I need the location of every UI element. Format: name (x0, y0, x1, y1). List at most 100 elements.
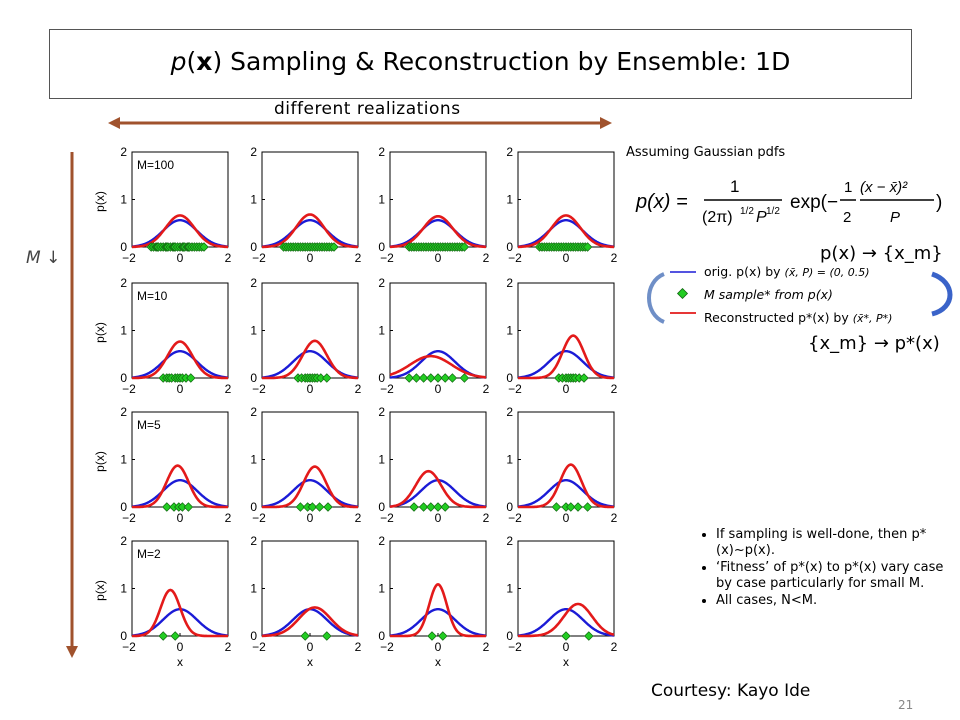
recon-curve (518, 602, 615, 638)
x-tick-label: 0 (563, 511, 570, 525)
m-label: M=100 (137, 158, 174, 172)
x-tick-label: 2 (355, 640, 362, 654)
x-tick-label: 2 (483, 511, 490, 525)
x-axis-label: x (307, 655, 313, 669)
sample-marker (300, 631, 310, 641)
x-tick-label: 0 (563, 251, 570, 265)
y-tick-label: 1 (120, 324, 127, 338)
bullet-2: ‘Fitness’ of p*(x) to p*(x) vary case by… (716, 560, 956, 592)
panel-r1-c2: 012−2 0 2 (378, 276, 489, 396)
panel-frame (389, 411, 487, 508)
svg-text:exp(−: exp(− (790, 192, 838, 213)
sample-marker (561, 631, 571, 641)
x-tick-label: −2 (508, 640, 522, 654)
sample-marker (302, 502, 313, 512)
courtesy-text: Courtesy: Kayo Ide (651, 681, 811, 701)
x-tick-label: 0 (307, 640, 314, 654)
recon-curve (262, 339, 358, 380)
bullet-1: If sampling is well-done, then p*(x)~p(x… (716, 527, 956, 559)
y-tick-label: 0 (506, 629, 513, 643)
x-tick-label: 0 (435, 511, 442, 525)
assume-text: Assuming Gaussian pdfs (626, 145, 786, 160)
svg-text:1: 1 (844, 179, 852, 196)
svg-text:): ) (936, 192, 942, 213)
panel-r3-c2: 012−2 0 2x (378, 534, 489, 669)
sample-marker (561, 502, 571, 512)
legend-lines (670, 271, 696, 314)
bullet-list: If sampling is well-done, then p*(x)~p(x… (702, 527, 956, 610)
sample-marker (418, 502, 429, 512)
x-tick-label: 0 (177, 251, 184, 265)
legend-recon-params: (x̄*, P*) (852, 312, 893, 325)
sample-marker (438, 631, 448, 641)
panel-r1-c0: 012−2 0 2M=10p(x) (93, 276, 232, 396)
orig-curve (389, 219, 487, 248)
recon-curve (132, 340, 228, 380)
y-tick-label: 2 (378, 405, 385, 419)
recon-curve (390, 469, 486, 509)
sample-marker (579, 373, 589, 383)
x-tick-label: −2 (508, 251, 522, 265)
panel-r1-c1: 012−2 0 2 (250, 276, 361, 396)
recon-curve (132, 214, 228, 249)
x-tick-label: 0 (435, 382, 442, 396)
sample-marker (433, 502, 443, 512)
sample-marker (582, 502, 593, 512)
sample-marker (183, 502, 194, 512)
panel-r2-c0: 012−2 0 2M=5p(x) (93, 405, 232, 525)
panel-r2-c1: 012−2 0 2 (250, 405, 361, 525)
x-tick-label: −2 (508, 511, 522, 525)
cycle-arrow-right (931, 271, 953, 317)
y-tick-label: 0 (506, 500, 513, 514)
x-tick-label: −2 (380, 382, 394, 396)
y-axis-label: p(x) (93, 580, 107, 601)
sample-marker (551, 502, 562, 512)
x-tick-label: 2 (483, 640, 490, 654)
sample-marker (418, 373, 429, 383)
y-tick-label: 1 (250, 582, 257, 596)
y-tick-label: 1 (506, 582, 513, 596)
y-tick-label: 2 (378, 534, 385, 548)
sample-marker (329, 242, 339, 252)
orig-curve (517, 219, 615, 248)
x-tick-label: 0 (177, 511, 184, 525)
x-tick-label: 0 (307, 251, 314, 265)
recon-curve (132, 464, 228, 509)
sample-marker (177, 502, 188, 512)
panel-r1-c3: 012−2 0 2 (506, 276, 617, 396)
y-tick-label: 2 (250, 145, 257, 159)
x-tick-label: −2 (380, 511, 394, 525)
x-tick-label: −2 (380, 251, 394, 265)
title-x: x (196, 47, 213, 76)
x-axis-label: x (435, 655, 441, 669)
sample-marker (322, 373, 332, 383)
panel-r2-c2: 012−2 0 2 (378, 405, 489, 525)
orig-curve (131, 479, 229, 508)
orig-curve (261, 479, 359, 508)
y-tick-label: 0 (250, 629, 257, 643)
sample-marker (169, 502, 179, 512)
orig-curve (131, 350, 229, 379)
x-tick-label: 2 (611, 640, 618, 654)
panel-r3-c0: 012−2 0 2M=2p(x)x (93, 534, 232, 669)
sample-marker (426, 373, 436, 383)
panel-frame (517, 540, 615, 637)
y-tick-label: 1 (120, 193, 127, 207)
x-tick-label: −2 (122, 640, 136, 654)
x-axis-label: x (563, 655, 569, 669)
recon-curve (389, 354, 487, 379)
svg-text:P: P (756, 209, 767, 226)
panel-r3-c1: 012−2 0 2x (250, 534, 361, 669)
y-tick-label: 1 (506, 324, 513, 338)
y-tick-label: 2 (250, 276, 257, 290)
y-tick-label: 0 (378, 371, 385, 385)
x-tick-label: −2 (122, 511, 136, 525)
title-box: p(x) Sampling & Reconstruction by Ensemb… (49, 29, 912, 99)
x-tick-label: 2 (355, 251, 362, 265)
x-tick-label: 2 (225, 640, 232, 654)
y-tick-label: 1 (250, 193, 257, 207)
panel-frame (131, 411, 229, 508)
y-tick-label: 1 (378, 453, 385, 467)
slide-title: p(x) Sampling & Reconstruction by Ensemb… (50, 47, 911, 76)
